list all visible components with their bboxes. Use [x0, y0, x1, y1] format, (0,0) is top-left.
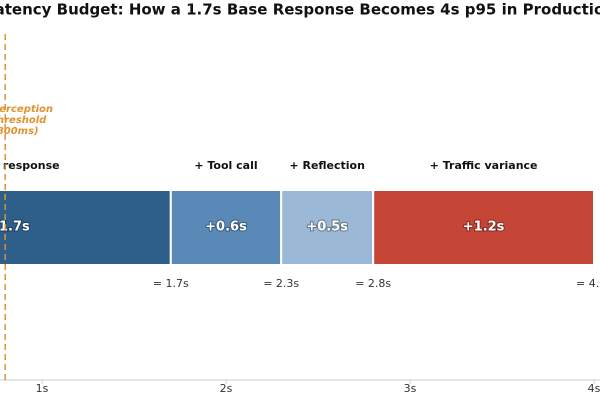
segment-label: + Tool call — [194, 159, 257, 172]
bar-segment — [0, 189, 172, 266]
segment-label: Base response — [0, 159, 60, 172]
bar-segment — [169, 189, 283, 266]
value-label: +0.5s — [306, 220, 348, 235]
segment-label: + Traffic variance — [430, 159, 538, 172]
cumulative-label: = 1.7s — [153, 277, 189, 290]
x-tick-label: 2s — [220, 382, 233, 395]
cumulative-label: = 4.0s — [576, 277, 600, 290]
x-tick-label: 1s — [36, 382, 49, 395]
value-label: 1.7s — [0, 220, 30, 235]
cumulative-label: = 2.8s — [355, 277, 391, 290]
x-tick-label: 4s — [588, 382, 600, 395]
bar-segment — [372, 189, 596, 266]
threshold-label: (800ms) — [0, 126, 39, 137]
x-tick-label: 3s — [404, 382, 417, 395]
value-label: +1.2s — [463, 220, 505, 235]
chart-title: Latency Budget: How a 1.7s Base Response… — [0, 1, 600, 19]
threshold-label: Perception — [0, 104, 53, 115]
segment-label: + Reflection — [289, 159, 365, 172]
value-label: +0.6s — [205, 220, 247, 235]
cumulative-label: = 2.3s — [263, 277, 299, 290]
threshold-label: threshold — [0, 115, 47, 126]
